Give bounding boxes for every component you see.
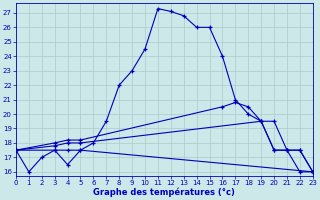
X-axis label: Graphe des températures (°c): Graphe des températures (°c) xyxy=(93,188,235,197)
